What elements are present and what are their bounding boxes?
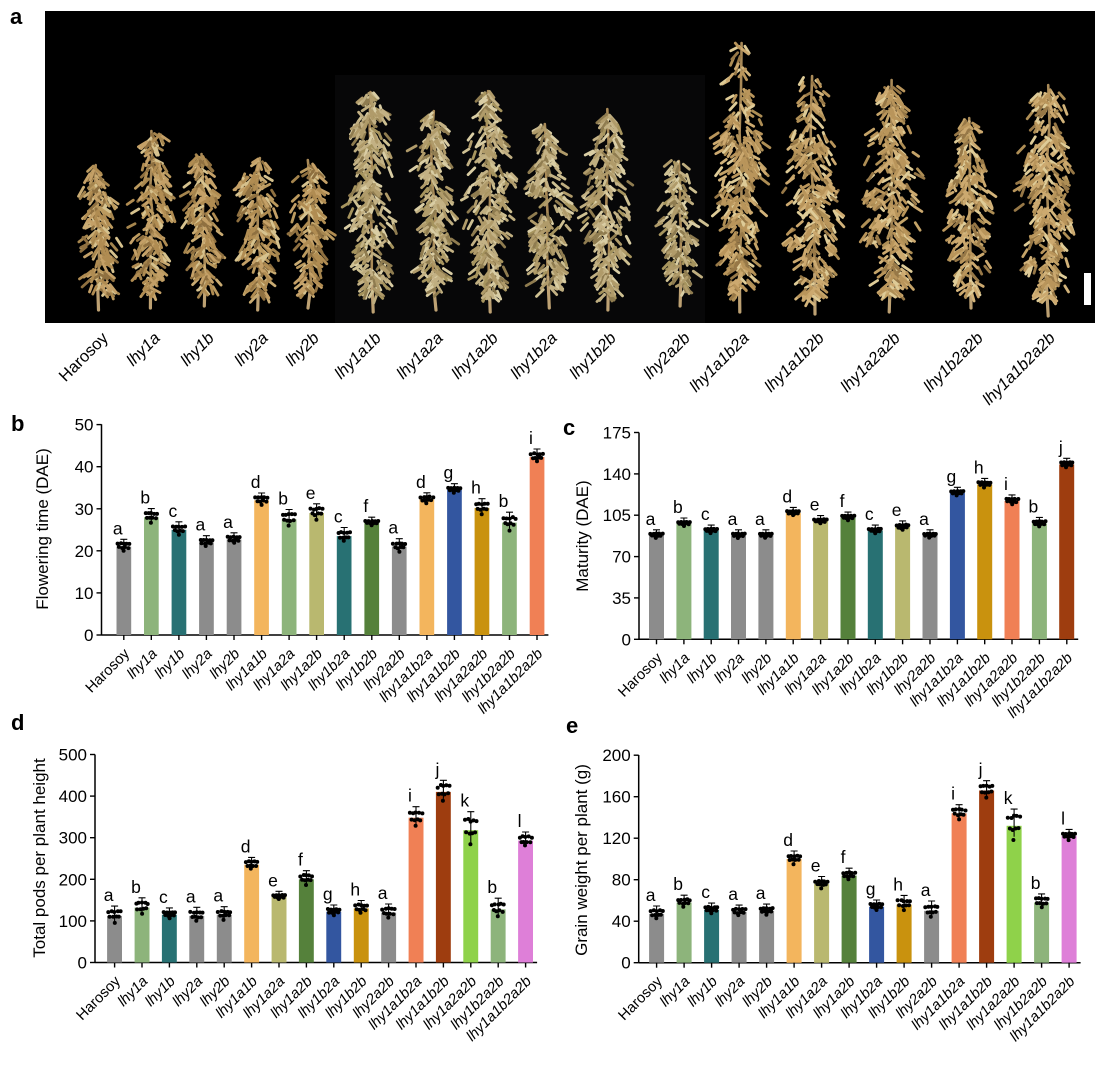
svg-text:Total pods per plant height: Total pods per plant height: [30, 758, 49, 958]
svg-text:20: 20: [75, 542, 94, 561]
svg-text:g: g: [947, 466, 957, 486]
svg-text:70: 70: [612, 548, 631, 567]
svg-text:120: 120: [602, 829, 630, 848]
svg-text:30: 30: [75, 500, 94, 519]
svg-text:b: b: [278, 489, 288, 509]
svg-text:105: 105: [603, 506, 631, 525]
svg-text:a: a: [104, 885, 114, 905]
svg-text:a: a: [646, 885, 656, 905]
svg-text:b: b: [673, 874, 683, 894]
svg-text:g: g: [444, 463, 454, 483]
svg-text:e: e: [566, 713, 578, 738]
svg-text:c: c: [334, 507, 343, 527]
svg-text:a: a: [196, 515, 206, 535]
svg-text:f: f: [363, 496, 368, 516]
svg-text:h: h: [350, 880, 360, 900]
svg-text:d: d: [241, 836, 251, 856]
svg-text:c: c: [563, 415, 575, 440]
svg-text:c: c: [169, 501, 178, 521]
svg-text:a: a: [186, 886, 196, 906]
svg-text:d: d: [782, 486, 792, 506]
svg-text:a: a: [213, 886, 223, 906]
svg-text:40: 40: [75, 458, 94, 477]
svg-text:50: 50: [75, 416, 94, 435]
svg-text:i: i: [951, 784, 955, 804]
svg-text:c: c: [701, 882, 710, 902]
svg-text:e: e: [306, 483, 316, 503]
svg-text:a: a: [388, 518, 398, 538]
svg-text:b: b: [131, 877, 141, 897]
svg-text:f: f: [298, 850, 303, 870]
svg-text:e: e: [810, 495, 820, 515]
svg-text:400: 400: [59, 787, 87, 806]
svg-text:g: g: [866, 879, 876, 899]
svg-text:a: a: [755, 509, 765, 529]
svg-text:500: 500: [59, 746, 87, 765]
svg-text:b: b: [487, 877, 497, 897]
svg-text:200: 200: [602, 746, 630, 765]
svg-text:0: 0: [78, 954, 87, 973]
svg-text:a: a: [921, 880, 931, 900]
svg-text:f: f: [841, 847, 846, 867]
svg-text:h: h: [471, 478, 481, 498]
svg-text:l: l: [518, 811, 522, 831]
svg-text:b: b: [140, 488, 150, 508]
svg-text:a: a: [646, 509, 656, 529]
svg-text:l: l: [1061, 808, 1065, 828]
svg-text:c: c: [701, 504, 710, 524]
svg-text:f: f: [840, 491, 845, 511]
svg-text:j: j: [978, 760, 983, 780]
svg-text:80: 80: [612, 871, 631, 890]
svg-text:Grain weight per plant (g): Grain weight per plant (g): [572, 764, 591, 956]
svg-text:j: j: [1058, 437, 1063, 457]
svg-text:i: i: [408, 786, 412, 806]
svg-text:c: c: [865, 504, 874, 524]
svg-text:i: i: [529, 428, 533, 448]
svg-text:d: d: [783, 830, 793, 850]
svg-text:Maturity (DAE): Maturity (DAE): [573, 480, 592, 591]
svg-text:b: b: [1029, 496, 1039, 516]
svg-text:j: j: [434, 759, 439, 779]
svg-text:b: b: [673, 497, 683, 517]
svg-text:d: d: [251, 472, 261, 492]
svg-text:b: b: [1031, 873, 1041, 893]
svg-text:140: 140: [603, 465, 631, 484]
svg-text:100: 100: [59, 912, 87, 931]
svg-text:300: 300: [59, 829, 87, 848]
svg-text:40: 40: [612, 912, 631, 931]
svg-text:c: c: [159, 887, 168, 907]
svg-text:e: e: [811, 856, 821, 876]
svg-text:h: h: [893, 874, 903, 894]
svg-text:200: 200: [59, 870, 87, 889]
svg-text:0: 0: [84, 626, 93, 645]
svg-text:e: e: [892, 500, 902, 520]
svg-text:b: b: [499, 491, 509, 511]
svg-text:a: a: [756, 883, 766, 903]
svg-text:g: g: [323, 884, 333, 904]
svg-text:0: 0: [622, 630, 631, 649]
svg-text:175: 175: [603, 424, 631, 443]
svg-text:a: a: [113, 518, 123, 538]
svg-text:i: i: [1004, 474, 1008, 494]
svg-text:k: k: [460, 791, 469, 811]
svg-text:a: a: [223, 512, 233, 532]
svg-text:160: 160: [602, 788, 630, 807]
svg-text:d: d: [416, 472, 426, 492]
svg-text:h: h: [974, 457, 984, 477]
svg-text:0: 0: [621, 954, 630, 973]
svg-text:a: a: [728, 509, 738, 529]
svg-text:d: d: [11, 710, 24, 735]
svg-text:b: b: [11, 411, 24, 436]
svg-text:a: a: [728, 884, 738, 904]
svg-text:35: 35: [612, 589, 631, 608]
svg-text:a: a: [378, 883, 388, 903]
svg-text:Flowering time (DAE): Flowering time (DAE): [33, 448, 52, 610]
svg-text:e: e: [268, 870, 278, 890]
svg-text:a: a: [919, 509, 929, 529]
svg-text:a: a: [10, 4, 23, 29]
svg-text:k: k: [1004, 788, 1013, 808]
svg-text:10: 10: [75, 584, 94, 603]
